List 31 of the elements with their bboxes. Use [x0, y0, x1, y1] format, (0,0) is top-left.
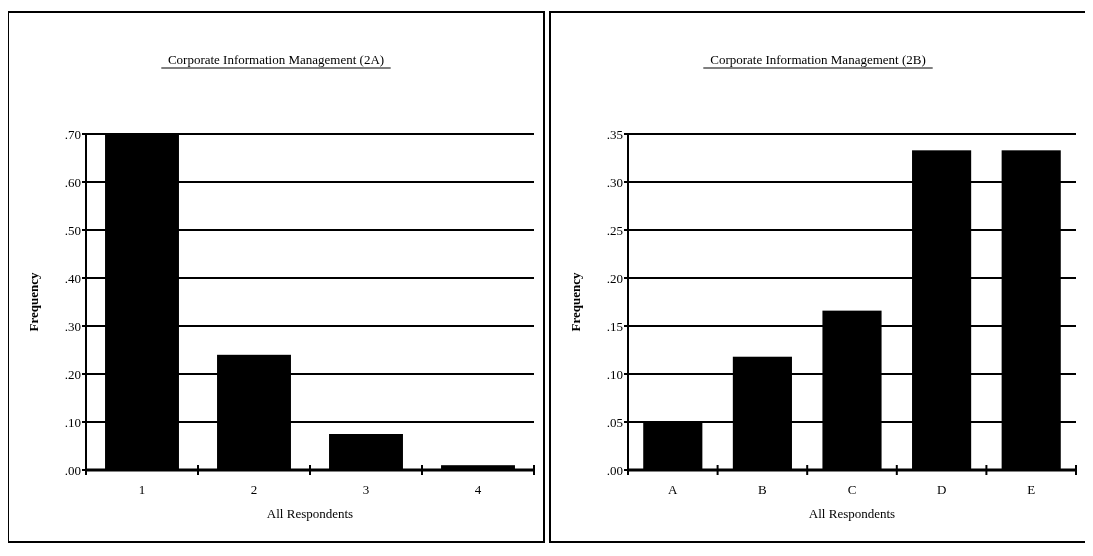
y-tick-label: .30 [64, 318, 81, 334]
y-tick-label: .50 [64, 222, 81, 238]
x-tick-label: B [758, 482, 768, 497]
y-tick-label: .20 [64, 366, 81, 382]
x-axis-title: All Respondents [808, 506, 896, 521]
y-axis-title: Frequency [568, 272, 583, 332]
y-tick-label: .60 [64, 174, 81, 190]
chart-title: Corporate Information Management (2A) [167, 52, 385, 67]
y-tick-label: .30 [606, 174, 623, 190]
x-tick-label: D [936, 482, 947, 497]
x-tick-label: 4 [474, 482, 482, 497]
x-tick-label: 3 [362, 482, 370, 497]
y-tick-label: .35 [606, 126, 623, 142]
y-tick-label: .00 [606, 462, 623, 478]
y-tick-label: .25 [606, 222, 623, 238]
x-axis-title: All Respondents [266, 506, 354, 521]
x-tick-label: 1 [138, 482, 146, 497]
y-tick-label: .70 [64, 126, 81, 142]
x-tick-label: A [668, 482, 679, 497]
y-tick-label: .40 [64, 270, 81, 286]
x-tick-label: C [847, 482, 857, 497]
y-tick-label: .05 [606, 414, 623, 430]
y-tick-label: .10 [606, 366, 623, 382]
chart-title: Corporate Information Management (2B) [710, 52, 926, 67]
y-tick-label: .10 [64, 414, 81, 430]
x-tick-label: 2 [250, 482, 258, 497]
y-axis-title: Frequency [26, 272, 41, 332]
y-tick-label: .00 [64, 462, 81, 478]
y-tick-label: .15 [606, 318, 623, 334]
x-tick-label: E [1027, 482, 1036, 497]
y-tick-label: .20 [606, 270, 623, 286]
